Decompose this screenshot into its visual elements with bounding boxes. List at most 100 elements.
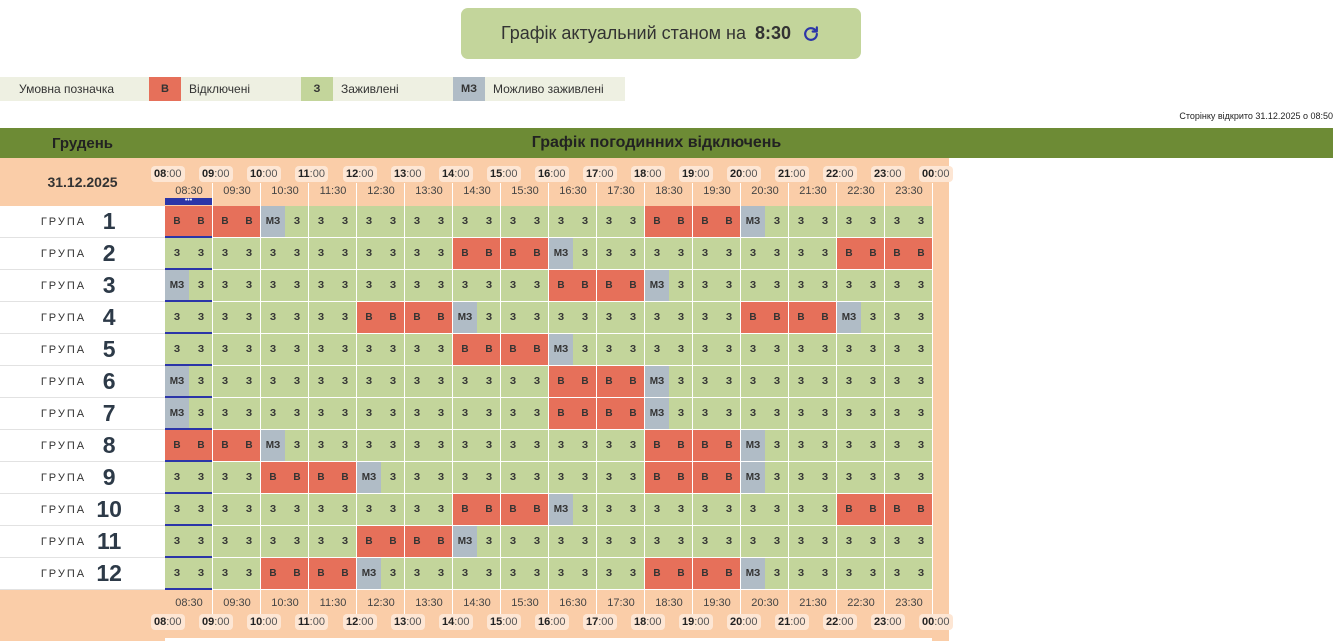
schedule-cell[interactable]: МЗ	[357, 558, 381, 589]
schedule-cell[interactable]: В	[477, 494, 501, 525]
schedule-cell[interactable]: З	[333, 366, 357, 397]
schedule-cell[interactable]: З	[765, 494, 789, 525]
schedule-cell[interactable]: З	[357, 206, 381, 237]
schedule-cell[interactable]: З	[333, 206, 357, 237]
schedule-cell[interactable]: З	[837, 270, 861, 301]
schedule-cell[interactable]: З	[501, 462, 525, 493]
schedule-cell[interactable]: З	[429, 334, 453, 365]
schedule-cell[interactable]: З	[789, 238, 813, 269]
schedule-cell[interactable]: З	[189, 462, 213, 493]
schedule-cell[interactable]: В	[525, 238, 549, 269]
schedule-cell[interactable]: З	[309, 206, 333, 237]
schedule-cell[interactable]: В	[453, 238, 477, 269]
schedule-cell[interactable]: З	[453, 270, 477, 301]
schedule-cell[interactable]: З	[549, 302, 573, 333]
schedule-cell[interactable]: З	[789, 366, 813, 397]
schedule-cell[interactable]: З	[885, 558, 909, 589]
schedule-cell[interactable]: З	[597, 462, 621, 493]
schedule-cell[interactable]: З	[717, 366, 741, 397]
schedule-cell[interactable]: З	[237, 526, 261, 557]
schedule-cell[interactable]: З	[477, 430, 501, 461]
schedule-cell[interactable]: З	[837, 206, 861, 237]
schedule-cell[interactable]: З	[333, 238, 357, 269]
schedule-cell[interactable]: З	[885, 206, 909, 237]
schedule-cell[interactable]: В	[501, 238, 525, 269]
schedule-cell[interactable]: МЗ	[165, 398, 189, 429]
schedule-cell[interactable]: З	[645, 526, 669, 557]
schedule-cell[interactable]: З	[741, 238, 765, 269]
schedule-cell[interactable]: З	[333, 398, 357, 429]
schedule-cell[interactable]: МЗ	[165, 366, 189, 397]
schedule-cell[interactable]: З	[837, 398, 861, 429]
schedule-cell[interactable]: З	[357, 270, 381, 301]
schedule-cell[interactable]: З	[717, 302, 741, 333]
schedule-cell[interactable]: В	[621, 398, 645, 429]
schedule-cell[interactable]: З	[357, 334, 381, 365]
schedule-cell[interactable]: З	[477, 366, 501, 397]
schedule-cell[interactable]: З	[405, 494, 429, 525]
schedule-cell[interactable]: З	[429, 494, 453, 525]
schedule-cell[interactable]: З	[357, 238, 381, 269]
schedule-cell[interactable]: З	[861, 366, 885, 397]
schedule-cell[interactable]: В	[645, 558, 669, 589]
schedule-cell[interactable]: З	[237, 302, 261, 333]
schedule-cell[interactable]: З	[165, 334, 189, 365]
schedule-cell[interactable]: З	[573, 430, 597, 461]
schedule-cell[interactable]: З	[213, 494, 237, 525]
schedule-cell[interactable]: МЗ	[741, 430, 765, 461]
schedule-cell[interactable]: З	[549, 206, 573, 237]
schedule-cell[interactable]: В	[573, 398, 597, 429]
schedule-cell[interactable]: З	[381, 494, 405, 525]
schedule-cell[interactable]: З	[237, 462, 261, 493]
schedule-cell[interactable]: З	[549, 430, 573, 461]
schedule-cell[interactable]: З	[309, 270, 333, 301]
schedule-cell[interactable]: МЗ	[453, 302, 477, 333]
schedule-cell[interactable]: З	[189, 366, 213, 397]
schedule-cell[interactable]: З	[477, 398, 501, 429]
schedule-cell[interactable]: З	[525, 270, 549, 301]
schedule-cell[interactable]: В	[693, 462, 717, 493]
schedule-cell[interactable]: З	[909, 270, 933, 301]
schedule-cell[interactable]: З	[813, 206, 837, 237]
schedule-cell[interactable]: З	[765, 526, 789, 557]
schedule-cell[interactable]: З	[645, 334, 669, 365]
schedule-cell[interactable]: В	[813, 302, 837, 333]
schedule-cell[interactable]: В	[429, 526, 453, 557]
schedule-cell[interactable]: З	[477, 462, 501, 493]
schedule-cell[interactable]: В	[669, 206, 693, 237]
schedule-cell[interactable]: З	[525, 366, 549, 397]
schedule-cell[interactable]: В	[285, 558, 309, 589]
schedule-cell[interactable]: МЗ	[549, 334, 573, 365]
schedule-cell[interactable]: З	[165, 462, 189, 493]
schedule-cell[interactable]: З	[765, 206, 789, 237]
schedule-cell[interactable]: З	[261, 526, 285, 557]
schedule-cell[interactable]: В	[573, 366, 597, 397]
schedule-cell[interactable]: З	[477, 206, 501, 237]
schedule-cell[interactable]: З	[309, 238, 333, 269]
schedule-cell[interactable]: З	[189, 494, 213, 525]
schedule-cell[interactable]: З	[789, 558, 813, 589]
schedule-cell[interactable]: З	[405, 334, 429, 365]
schedule-cell[interactable]: З	[861, 334, 885, 365]
schedule-cell[interactable]: З	[333, 334, 357, 365]
schedule-cell[interactable]: З	[813, 526, 837, 557]
schedule-cell[interactable]: МЗ	[453, 526, 477, 557]
schedule-cell[interactable]: В	[621, 366, 645, 397]
schedule-cell[interactable]: З	[501, 526, 525, 557]
schedule-cell[interactable]: З	[885, 526, 909, 557]
schedule-cell[interactable]: З	[789, 206, 813, 237]
schedule-cell[interactable]: З	[165, 558, 189, 589]
schedule-cell[interactable]: З	[621, 558, 645, 589]
schedule-cell[interactable]: З	[405, 430, 429, 461]
schedule-cell[interactable]: З	[813, 398, 837, 429]
schedule-cell[interactable]: З	[717, 494, 741, 525]
schedule-cell[interactable]: З	[693, 270, 717, 301]
schedule-cell[interactable]: З	[717, 398, 741, 429]
schedule-cell[interactable]: В	[693, 558, 717, 589]
schedule-cell[interactable]: В	[381, 526, 405, 557]
schedule-cell[interactable]: З	[405, 558, 429, 589]
schedule-cell[interactable]: З	[717, 526, 741, 557]
schedule-cell[interactable]: З	[189, 302, 213, 333]
schedule-cell[interactable]: З	[357, 494, 381, 525]
schedule-cell[interactable]: З	[789, 526, 813, 557]
